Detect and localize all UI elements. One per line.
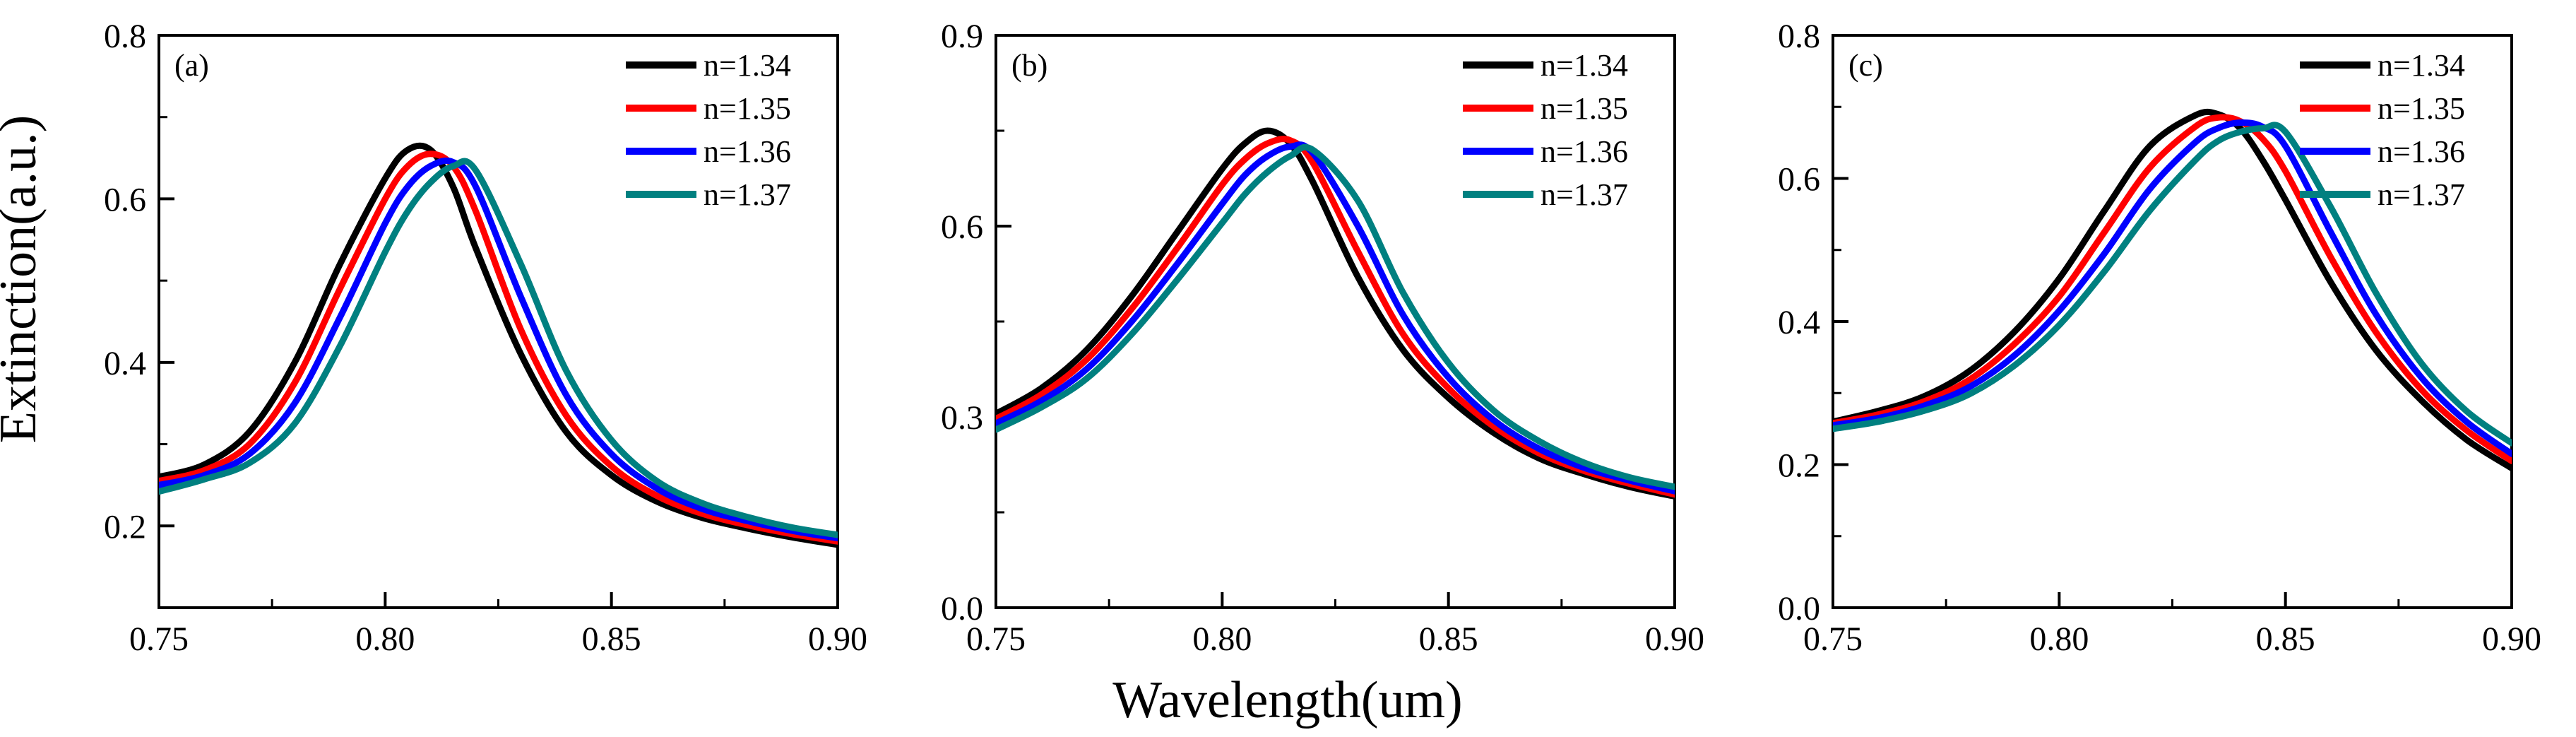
panel-label: (c) (1848, 48, 1883, 83)
series-line-n-1-35 (996, 136, 1675, 498)
x-tick-label: 0.85 (2256, 620, 2315, 658)
panel-c: 0.75 0.80 0.85 0.90 0.0 0.2 0.4 0.6 0.8 (c) n=1.34… (1778, 18, 2541, 658)
y-tick-label: 0.4 (1778, 304, 1820, 341)
chart-panels: 0.75 0.80 0.85 0.90 0.2 0.4 0.6 0.8 (a) n=1.34 n=1… (104, 18, 2541, 658)
legend-label: n=1.37 (704, 177, 791, 212)
series-line-n-1-37 (996, 143, 1675, 490)
legend-label: n=1.37 (2378, 177, 2465, 212)
y-tick-label: 0.9 (941, 18, 983, 55)
series-line-n-1-37 (1833, 122, 2512, 447)
y-tick-label: 0.0 (941, 590, 983, 627)
series-line-n-1-35 (159, 151, 838, 545)
x-tick-label: 0.80 (2029, 620, 2089, 658)
x-tick-label: 0.80 (1192, 620, 1252, 658)
x-tick-label: 0.90 (1645, 620, 1704, 658)
series-line-n-1-36 (1833, 119, 2512, 457)
y-tick-label: 0.6 (104, 181, 146, 218)
panel-label: (b) (1011, 48, 1047, 83)
y-tick-label: 0.6 (941, 208, 983, 246)
panel-label: (a) (174, 48, 209, 83)
x-tick-label: 0.85 (1419, 620, 1478, 658)
legend-label: n=1.36 (1541, 134, 1628, 169)
y-tick-label: 0.8 (1778, 18, 1820, 55)
panel-b: 0.75 0.80 0.85 0.90 0.0 0.3 0.6 0.9 (b) n=1.34 n=1… (941, 18, 1704, 658)
y-axis-label: Extinction(a.u.) (0, 115, 47, 443)
x-tick-label: 0.75 (966, 620, 1026, 658)
series-line-n-1-34 (996, 127, 1675, 500)
series-line-n-1-36 (159, 157, 838, 542)
x-tick-label: 0.85 (582, 620, 641, 658)
legend-label: n=1.36 (2378, 134, 2465, 169)
panel-a: 0.75 0.80 0.85 0.90 0.2 0.4 0.6 0.8 (a) n=1.34 n=1… (104, 18, 867, 658)
x-tick-label: 0.75 (129, 620, 189, 658)
legend-label: n=1.35 (2378, 91, 2465, 126)
legend-label: n=1.36 (704, 134, 791, 169)
y-tick-label: 0.0 (1778, 590, 1820, 627)
legend-label: n=1.34 (1541, 48, 1628, 83)
legend-label: n=1.34 (2378, 48, 2465, 83)
series-line-n-1-35 (1833, 114, 2512, 464)
legend-label: n=1.37 (1541, 177, 1628, 212)
x-tick-label: 0.80 (355, 620, 415, 658)
x-tick-label: 0.75 (1803, 620, 1863, 658)
y-tick-label: 0.8 (104, 18, 146, 55)
y-tick-label: 0.2 (104, 508, 146, 546)
series-line-n-1-34 (1833, 108, 2512, 472)
legend-label: n=1.34 (704, 48, 791, 83)
x-tick-label: 0.90 (808, 620, 867, 658)
legend-label: n=1.35 (704, 91, 791, 126)
series-line-n-1-34 (159, 142, 838, 548)
x-axis-label: Wavelength(um) (1112, 671, 1462, 729)
legend-label: n=1.35 (1541, 91, 1628, 126)
y-tick-label: 0.3 (941, 399, 983, 437)
x-tick-label: 0.90 (2482, 620, 2541, 658)
y-tick-label: 0.2 (1778, 447, 1820, 485)
series-line-n-1-37 (159, 158, 838, 538)
y-tick-label: 0.4 (104, 345, 146, 382)
y-tick-label: 0.6 (1778, 161, 1820, 199)
